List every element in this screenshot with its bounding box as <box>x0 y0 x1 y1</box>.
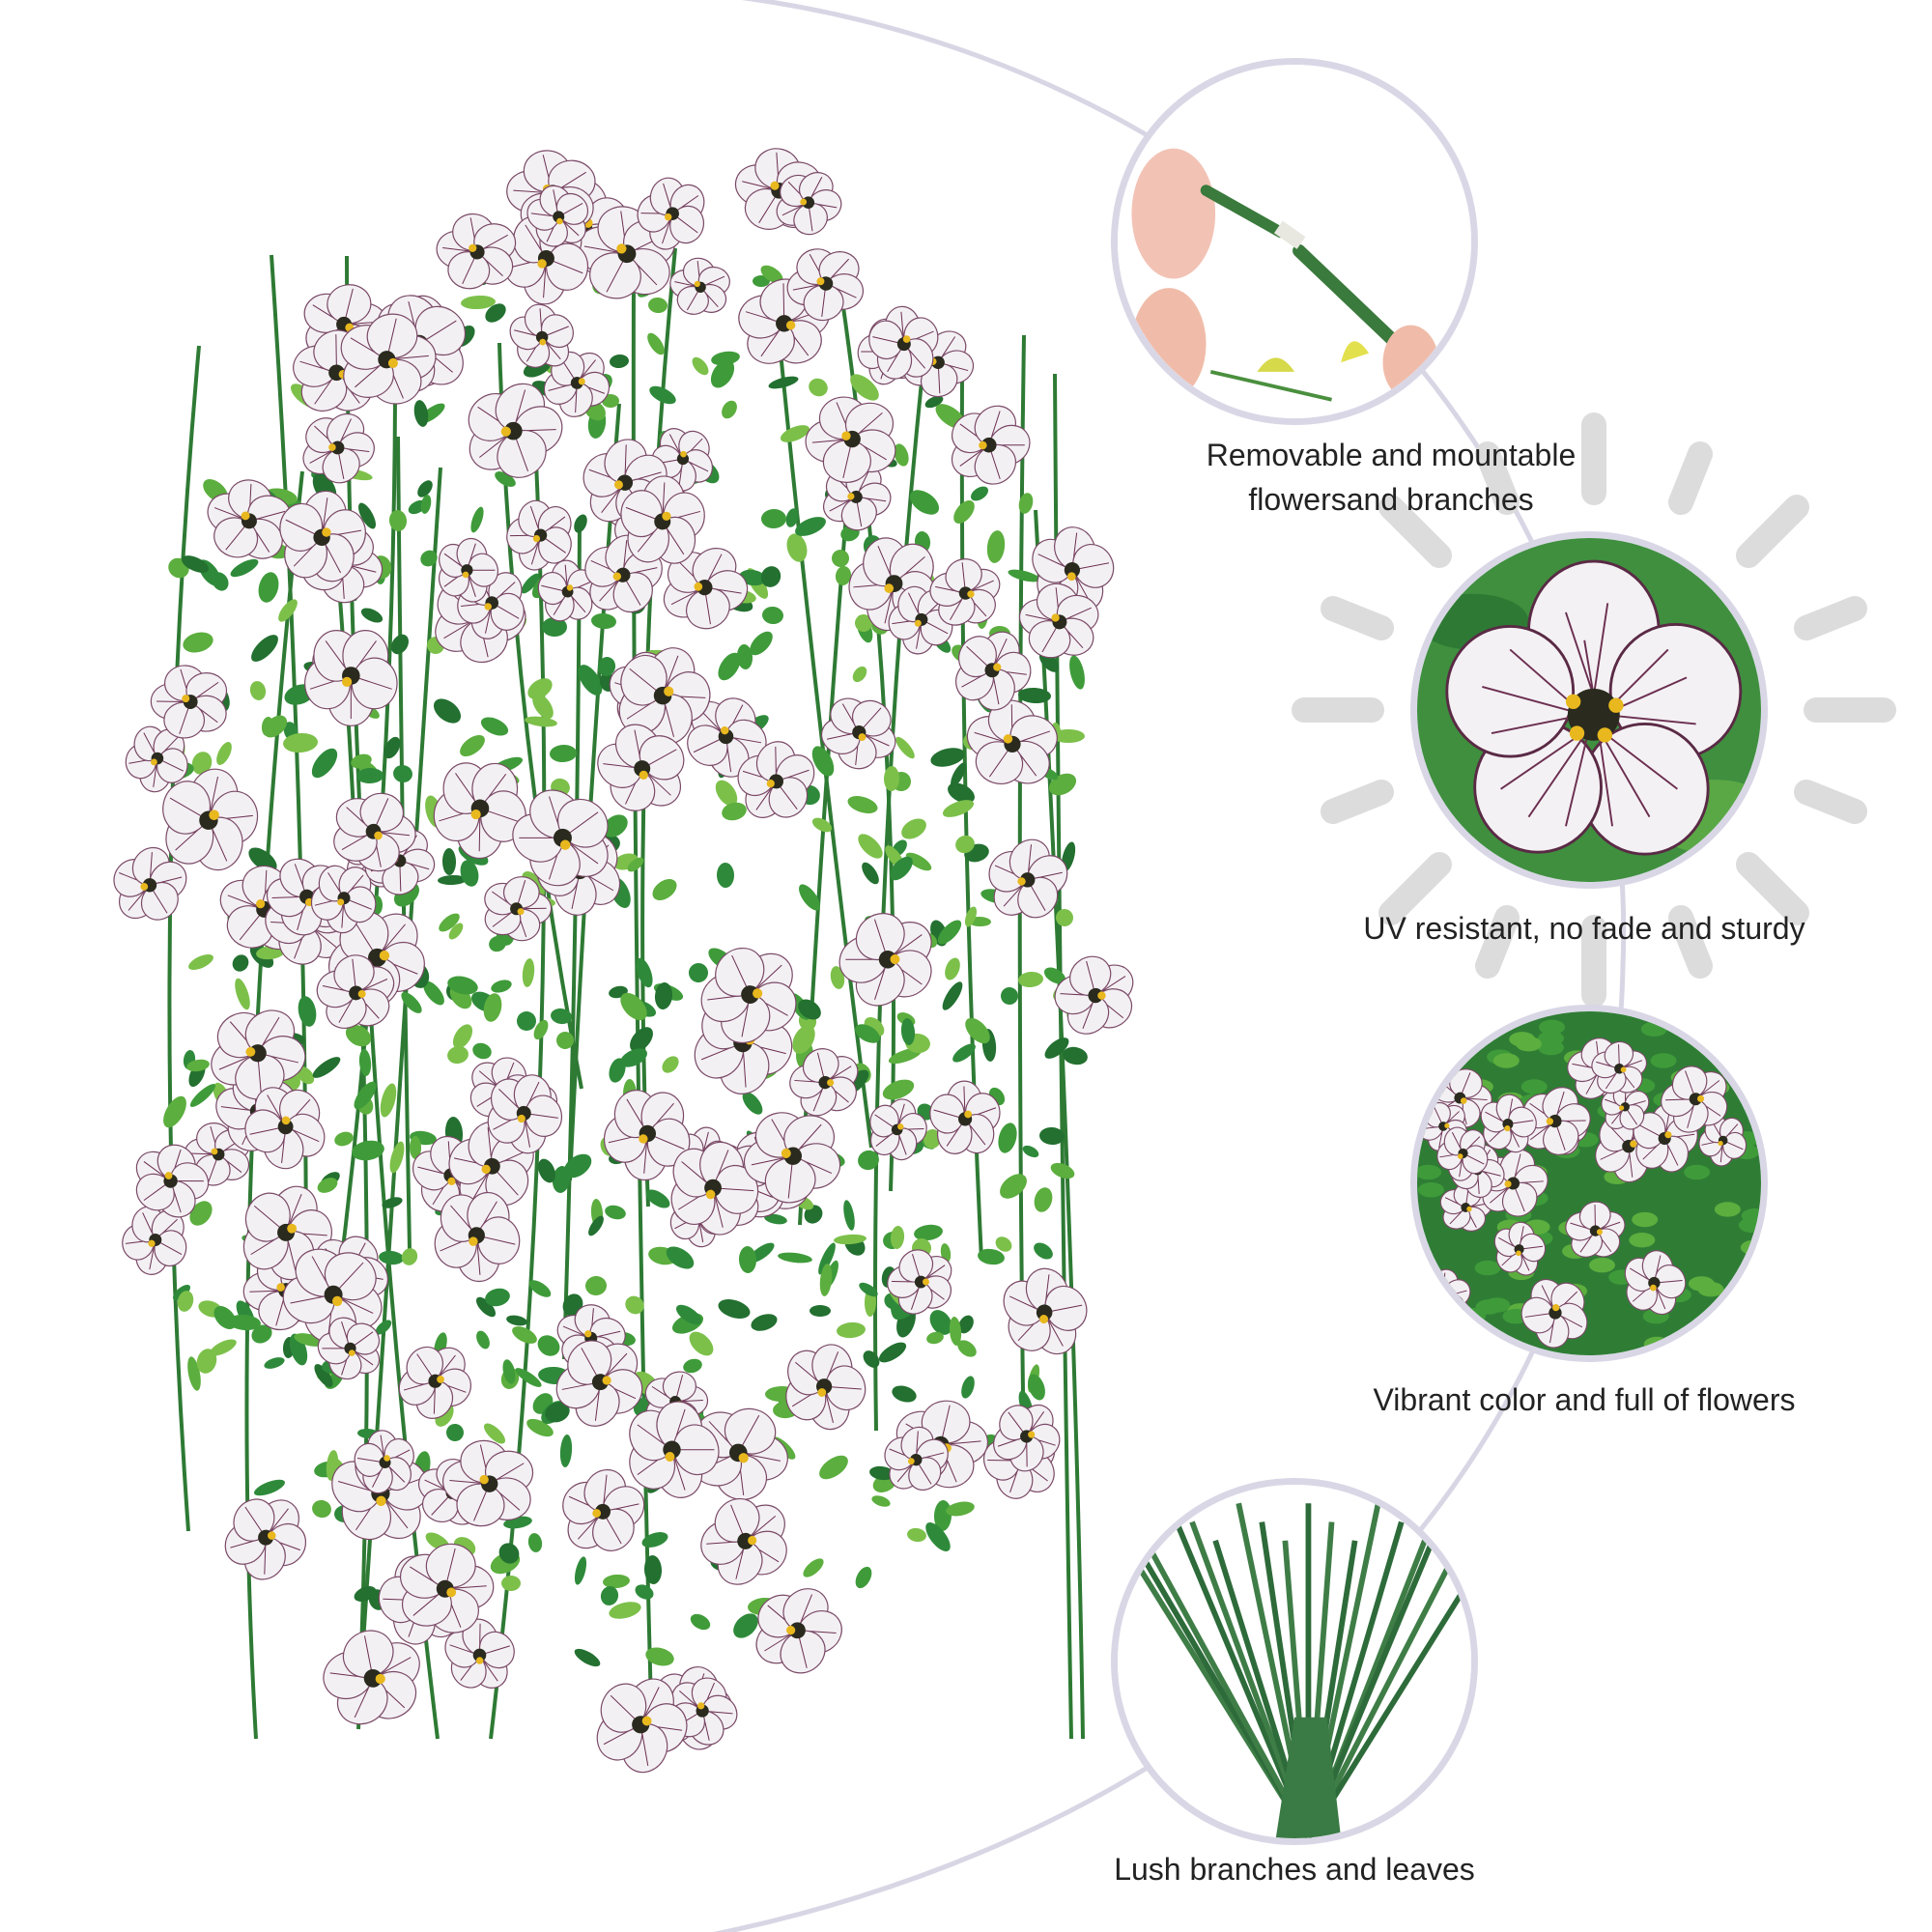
detail-circle-stems-bundle <box>1111 1478 1478 1845</box>
caption-line: UV resistant, no fade and sturdy <box>1363 911 1805 946</box>
caption-line: Removable and mountable <box>1206 438 1577 472</box>
feature-caption-vibrant-color: Vibrant color and full of flowers <box>1343 1378 1826 1422</box>
stem-connector-icon <box>1118 65 1471 418</box>
caption-line: flowersand branches <box>1248 482 1534 517</box>
feature-caption-lush-branches: Lush branches and leaves <box>1063 1847 1526 1891</box>
flower-closeup-icon <box>1417 538 1761 882</box>
feature-caption-uv-resistant: UV resistant, no fade and sturdy <box>1343 906 1826 951</box>
caption-line: Lush branches and leaves <box>1114 1852 1475 1887</box>
stems-bundle-icon <box>1118 1485 1471 1838</box>
caption-line: Vibrant color and full of flowers <box>1373 1382 1796 1417</box>
feature-caption-removable: Removable and mountable flowersand branc… <box>1198 433 1584 522</box>
detail-circle-flower <box>1410 531 1768 889</box>
sun-icon <box>1292 412 1896 1008</box>
detail-circle-stem-connector <box>1111 58 1478 425</box>
detail-circle-flower-cluster <box>1410 1005 1768 1362</box>
flower-cluster-icon <box>1417 1011 1761 1355</box>
